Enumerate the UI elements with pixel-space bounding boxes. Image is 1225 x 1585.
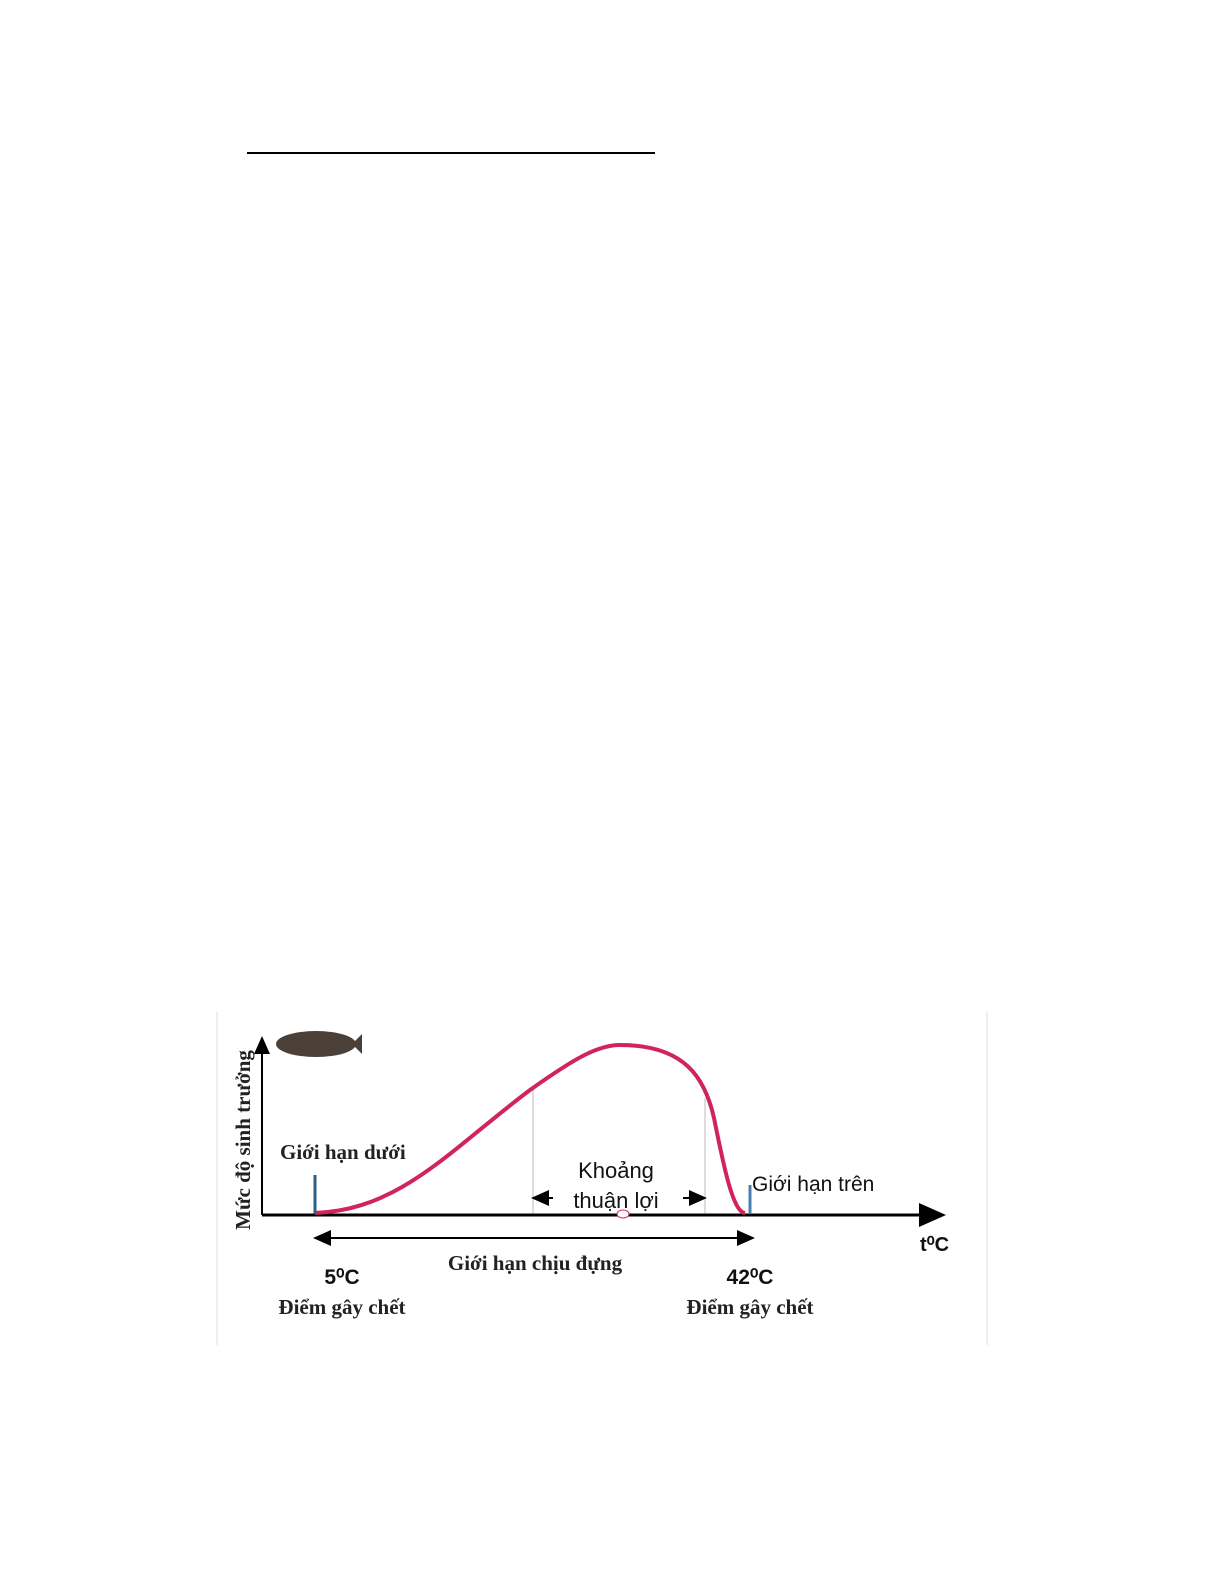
growth-curve: [314, 1042, 746, 1215]
upper-point-label: Điểm gây chết: [686, 1295, 813, 1319]
x-axis-label: t⁰C: [920, 1234, 949, 1256]
y-axis-label: Mức độ sinh trưởng: [231, 1050, 255, 1230]
lower-point-label: Điểm gây chết: [278, 1295, 405, 1319]
lower-temperature: 5⁰C: [324, 1266, 359, 1289]
diagram: Mức độ sinh trưởng Giới hạn dưới Khoảng …: [216, 1012, 988, 1345]
curve-point: [616, 1209, 630, 1219]
fish-icon: [276, 1031, 356, 1057]
upper-limit-label: Giới hạn trên: [752, 1173, 874, 1196]
optimal-label: thuận lợi: [573, 1188, 658, 1213]
fish-tail: [352, 1034, 362, 1054]
tolerance-label: Giới hạn chịu đựng: [448, 1251, 623, 1275]
lower-limit-label: Giới hạn dưới: [280, 1140, 406, 1164]
optimal-label: Khoảng: [578, 1158, 654, 1183]
upper-temperature: 42⁰C: [727, 1266, 774, 1289]
